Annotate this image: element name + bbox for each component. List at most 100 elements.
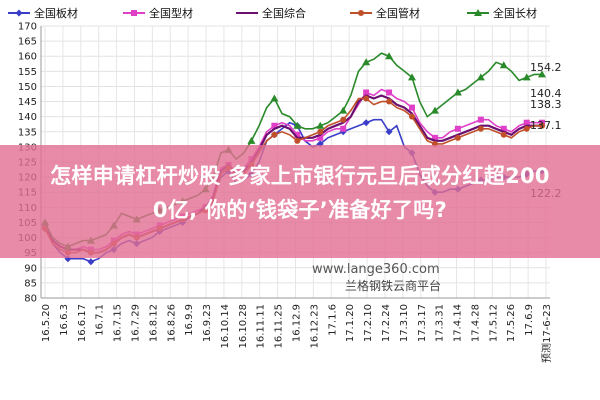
y-tick-label: 165 <box>18 37 37 48</box>
x-tick-label: 16.11.25 <box>274 304 285 349</box>
end-value-label: 138.3 <box>530 98 562 111</box>
data-point <box>386 89 393 96</box>
data-point <box>293 121 302 129</box>
x-tick-label: 17.3.31 <box>435 304 446 342</box>
data-point <box>340 116 347 123</box>
x-tick-label: 16.6.17 <box>77 304 88 342</box>
end-value-label: 154.2 <box>530 61 562 74</box>
data-point <box>476 73 485 81</box>
end-value-label: 140.4 <box>530 87 562 100</box>
x-tick-label: 16.9.23 <box>202 304 213 342</box>
x-tick-label: 预测17-6-23 <box>540 304 553 363</box>
x-tick-label: 16.8.26 <box>166 304 177 342</box>
data-point <box>385 128 393 136</box>
overlay-banner[interactable]: 怎样申请杠杆炒股 多家上市银行元旦后或分红超200 0亿, 你的‘钱袋子’准备好… <box>0 145 600 258</box>
x-tick-label: 16.8.12 <box>148 304 159 342</box>
x-tick-label: 16.7.15 <box>113 304 124 342</box>
data-point <box>363 95 370 102</box>
x-tick-label: 17.1.20 <box>345 304 356 342</box>
x-tick-label: 17.3.17 <box>417 304 428 342</box>
data-point <box>409 113 416 120</box>
data-point <box>523 119 530 126</box>
y-tick-label: 150 <box>18 82 37 93</box>
data-point <box>271 131 278 138</box>
data-point <box>431 134 438 141</box>
data-point <box>294 137 301 144</box>
data-point <box>270 94 279 102</box>
data-point <box>340 125 347 132</box>
data-point <box>408 73 417 81</box>
data-point <box>271 122 278 129</box>
data-point <box>539 122 545 129</box>
data-point <box>294 131 301 138</box>
watermark-platform: 兰格钢铁云商平台 <box>345 279 442 293</box>
x-tick-label: 17.2.24 <box>381 304 392 342</box>
y-tick-label: 85 <box>24 278 37 289</box>
y-tick-label: 140 <box>18 112 37 123</box>
watermark-url: www.lange360.com <box>312 262 440 277</box>
legend-label: 全国综合 <box>262 6 306 20</box>
y-tick-label: 170 <box>18 22 37 33</box>
legend-label: 全国管材 <box>376 6 420 20</box>
banner-line-2: 0亿, 你的‘钱袋子’准备好了吗? <box>152 198 448 222</box>
y-tick-label: 145 <box>18 97 37 108</box>
data-point <box>538 70 546 78</box>
y-tick-label: 90 <box>24 263 37 274</box>
legend-marker <box>358 10 364 16</box>
x-tick-label: 17.5.12 <box>488 304 499 342</box>
data-point <box>385 52 394 60</box>
banner-headline[interactable]: 怎样申请杠杆炒股 多家上市银行元旦后或分红超200 0亿, 你的‘钱袋子’准备好… <box>0 159 600 227</box>
x-tick-label: 17.4.14 <box>453 304 464 342</box>
x-tick-label: 17.2.10 <box>363 304 374 342</box>
y-tick-label: 155 <box>18 67 37 78</box>
data-point <box>386 98 393 105</box>
legend-marker <box>474 9 482 16</box>
y-tick-label: 135 <box>18 127 37 138</box>
legend-marker <box>131 10 137 16</box>
x-tick-label: 16.5.20 <box>41 304 52 342</box>
data-point <box>317 134 324 141</box>
legend-label: 全国板材 <box>34 6 78 20</box>
data-point <box>453 88 462 96</box>
y-tick-label: 160 <box>18 52 37 63</box>
x-tick-label: 16.11.11 <box>256 304 267 349</box>
data-point <box>430 106 439 114</box>
data-point <box>500 131 507 138</box>
x-tick-label: 17.1.6 <box>327 304 338 336</box>
x-tick-label: 16.6.3 <box>59 304 70 336</box>
y-tick-label: 80 <box>24 294 37 305</box>
data-point <box>477 125 484 132</box>
data-point <box>499 61 508 69</box>
x-tick-label: 17.5.26 <box>506 304 517 342</box>
data-point <box>477 116 484 123</box>
data-point <box>500 125 507 132</box>
x-tick-label: 17.4.28 <box>470 304 481 342</box>
data-point <box>522 73 531 81</box>
data-point <box>339 106 348 114</box>
x-tick-label: 16.10.28 <box>238 304 249 349</box>
data-point <box>539 119 545 126</box>
data-point <box>523 125 530 132</box>
data-point <box>317 128 324 135</box>
data-point <box>247 136 256 144</box>
data-point <box>454 125 461 132</box>
x-tick-label: 16.7.29 <box>130 304 141 342</box>
x-tick-label: 17.3.10 <box>399 304 410 342</box>
x-tick-label: 16.10.14 <box>220 304 231 349</box>
x-tick-label: 17.6.9 <box>524 304 535 336</box>
banner-line-1: 怎样申请杠杆炒股 多家上市银行元旦后或分红超200 <box>50 164 550 188</box>
data-point <box>362 119 370 127</box>
legend-label: 全国型材 <box>149 6 193 20</box>
legend-marker <box>15 9 23 17</box>
data-point <box>409 104 416 111</box>
data-point <box>363 89 370 96</box>
x-tick-label: 16.12.9 <box>292 304 303 342</box>
x-tick-label: 16.7.1 <box>95 304 106 336</box>
legend-label: 全国长材 <box>493 6 537 20</box>
end-value-label: 137.1 <box>530 119 562 132</box>
x-tick-label: 16.12.23 <box>309 304 320 349</box>
data-point <box>316 121 325 129</box>
data-point <box>362 58 371 66</box>
x-tick-label: 16.9.9 <box>184 304 195 336</box>
data-point <box>87 258 95 266</box>
